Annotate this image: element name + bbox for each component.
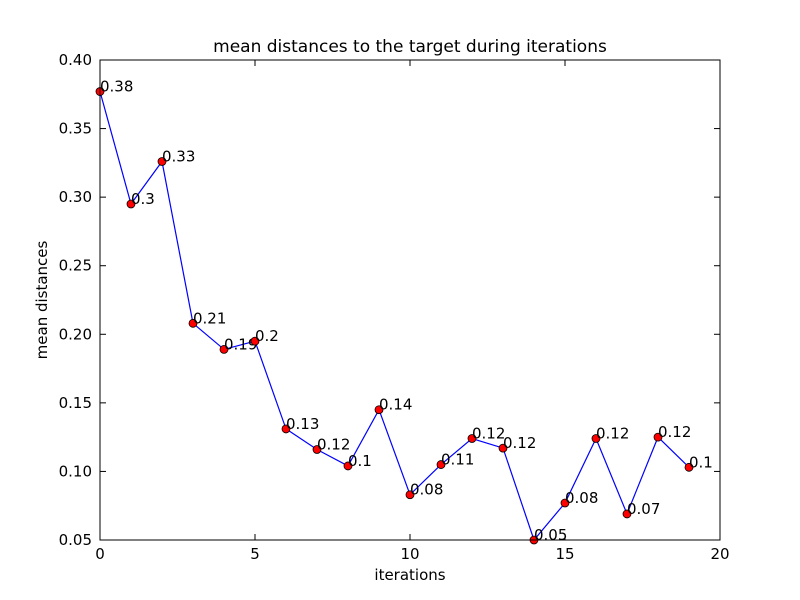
data-point bbox=[653, 432, 663, 442]
data-point bbox=[188, 318, 198, 328]
data-point bbox=[467, 434, 477, 443]
data-label: 0.38 bbox=[100, 78, 133, 96]
data-series: 0.380.30.330.210.190.20.130.120.10.140.0… bbox=[95, 78, 713, 545]
data-label: 0.12 bbox=[317, 435, 350, 453]
y-tick-label: 0.05 bbox=[59, 531, 92, 549]
data-point bbox=[126, 199, 136, 209]
x-axis-label: iterations bbox=[374, 566, 445, 584]
data-label: 0.14 bbox=[379, 396, 412, 414]
data-point bbox=[219, 344, 229, 354]
chart-title: mean distances to the target during iter… bbox=[213, 37, 607, 57]
y-tick-label: 0.35 bbox=[59, 120, 92, 138]
y-tick-label: 0.10 bbox=[59, 462, 92, 480]
data-point bbox=[405, 490, 415, 500]
data-label: 0.19 bbox=[224, 335, 257, 353]
plot-area-frame bbox=[99, 59, 721, 541]
data-point bbox=[436, 460, 446, 469]
x-tick-label: 10 bbox=[400, 545, 419, 563]
data-label: 0.1 bbox=[689, 453, 713, 471]
data-label: 0.05 bbox=[534, 526, 567, 544]
data-label: 0.2 bbox=[255, 327, 279, 345]
y-tick-label: 0.30 bbox=[59, 188, 92, 206]
data-point bbox=[498, 443, 508, 453]
data-point bbox=[343, 461, 353, 471]
y-tick-label: 0.15 bbox=[59, 394, 92, 412]
data-label: 0.21 bbox=[193, 309, 226, 327]
data-label: 0.12 bbox=[596, 425, 629, 443]
data-label: 0.08 bbox=[410, 481, 443, 499]
data-label: 0.12 bbox=[658, 423, 691, 441]
y-tick-label: 0.25 bbox=[59, 257, 92, 275]
data-point bbox=[684, 462, 694, 472]
data-point bbox=[591, 434, 601, 443]
x-tick-label: 20 bbox=[710, 545, 729, 563]
data-point bbox=[374, 405, 384, 415]
data-label: 0.12 bbox=[503, 434, 536, 452]
data-label: 0.12 bbox=[472, 425, 505, 443]
y-tick-label: 0.40 bbox=[59, 51, 92, 69]
data-label: 0.11 bbox=[441, 451, 474, 469]
x-tick-label: 15 bbox=[555, 545, 574, 563]
series-line bbox=[99, 91, 690, 542]
data-point bbox=[622, 509, 632, 519]
x-tick-label: 5 bbox=[250, 545, 260, 563]
data-label: 0.33 bbox=[162, 147, 195, 165]
data-point bbox=[281, 424, 291, 434]
data-point bbox=[560, 498, 570, 508]
data-label: 0.08 bbox=[565, 489, 598, 507]
data-label: 0.07 bbox=[627, 500, 660, 518]
x-tick-label: 0 bbox=[95, 545, 105, 563]
data-label: 0.3 bbox=[131, 190, 155, 208]
data-point bbox=[250, 336, 260, 346]
data-label: 0.13 bbox=[286, 415, 319, 433]
y-tick-label: 0.20 bbox=[59, 325, 92, 343]
axis-ticks: 0 5 10 15 20 0.05 0.10 0.15 0.20 0.25 0.30 0.35 0.40 bbox=[59, 51, 730, 563]
data-point bbox=[312, 445, 322, 454]
y-axis-label: mean distances bbox=[33, 240, 51, 359]
data-point bbox=[157, 157, 167, 166]
data-label: 0.1 bbox=[348, 452, 372, 470]
